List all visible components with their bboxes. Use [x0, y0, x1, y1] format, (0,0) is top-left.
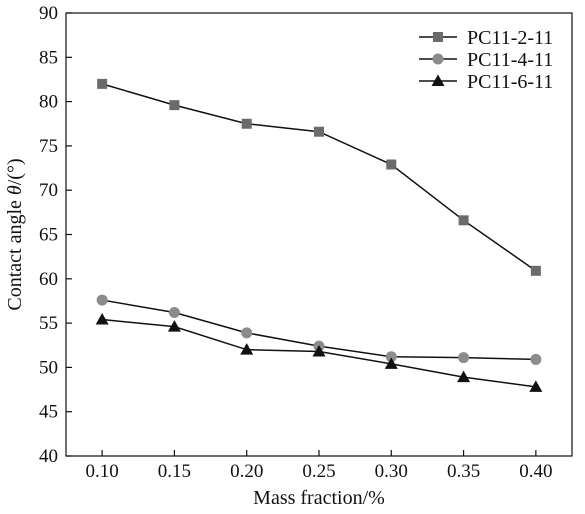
data-point — [457, 370, 471, 383]
legend-entry: PC11-6-11 — [419, 71, 553, 93]
y-tick-label: 55 — [39, 313, 58, 334]
y-tick-label: 50 — [39, 357, 58, 378]
legend-label: PC11-4-11 — [467, 49, 553, 71]
y-tick-label: 70 — [39, 180, 58, 201]
data-point — [167, 320, 181, 332]
data-point — [312, 344, 326, 357]
data-point — [530, 353, 542, 365]
x-tick-label: 0.25 — [302, 461, 335, 482]
series-layer — [95, 78, 543, 392]
y-tick-label: 75 — [39, 136, 58, 157]
data-point — [314, 126, 324, 137]
data-point — [241, 118, 252, 129]
data-point — [530, 265, 541, 276]
legend-marker — [433, 32, 443, 42]
y-tick-label: 80 — [39, 92, 58, 113]
x-tick-label: 0.40 — [519, 461, 552, 482]
y-tick-label: 85 — [39, 47, 58, 68]
y-tick-label: 90 — [39, 3, 58, 24]
y-axis-label: Contact angle θ/(°) — [4, 158, 26, 310]
data-point — [96, 294, 108, 306]
legend-marker — [432, 53, 444, 65]
data-point — [384, 357, 398, 369]
data-point — [168, 306, 180, 318]
legend-label: PC11-6-11 — [467, 71, 553, 93]
series-PC11-6-11 — [95, 313, 543, 392]
y-axis-label-suffix: /(°) — [4, 158, 26, 185]
plot-area-frame — [65, 12, 573, 457]
x-tick-label: 0.20 — [230, 461, 263, 482]
data-point — [386, 159, 397, 170]
data-point — [458, 215, 469, 226]
data-point — [458, 352, 470, 364]
x-tick-label: 0.35 — [447, 461, 480, 482]
data-point — [240, 343, 254, 355]
y-tick-label: 60 — [39, 269, 58, 290]
y-axis-label-prefix: Contact angle — [4, 195, 26, 311]
y-axis-label-symbol: θ — [4, 185, 26, 195]
y-tick-label: 45 — [39, 402, 58, 423]
data-point — [95, 313, 109, 325]
x-tick-label: 0.10 — [86, 461, 119, 482]
x-axis-label: Mass fraction/% — [253, 487, 385, 509]
x-tick-label: 0.30 — [375, 461, 408, 482]
legend-label: PC11-2-11 — [467, 27, 553, 49]
legend-entry: PC11-4-11 — [419, 49, 553, 71]
data-point — [169, 100, 180, 111]
data-point — [529, 380, 543, 392]
series-PC11-4-11 — [96, 294, 542, 365]
data-point — [97, 78, 108, 89]
y-axis-ticks: 40 45 50 55 60 65 70 75 80 85 90 — [39, 3, 72, 467]
y-tick-label: 40 — [39, 446, 58, 467]
data-point — [241, 327, 253, 339]
legend-entry: PC11-2-11 — [419, 27, 553, 49]
data-point — [385, 351, 397, 363]
legend-marker — [431, 74, 445, 86]
y-tick-label: 65 — [39, 225, 58, 246]
series-PC11-2-11 — [97, 78, 541, 276]
x-tick-label: 0.15 — [158, 461, 191, 482]
x-axis-ticks: 0.10 0.15 0.20 0.25 0.30 0.35 0.40 — [86, 450, 552, 482]
series-line — [101, 83, 537, 272]
